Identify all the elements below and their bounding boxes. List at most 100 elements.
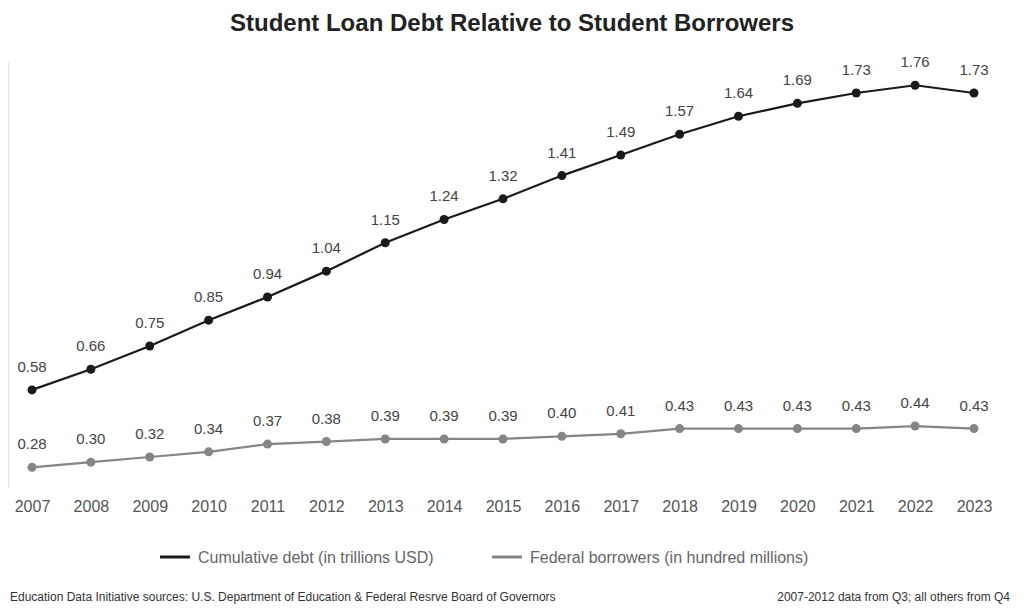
- x-tick: 2012: [309, 488, 345, 515]
- point: [675, 130, 684, 139]
- x-tick-label: 2007: [15, 498, 51, 515]
- x-tick: 2017: [603, 488, 639, 515]
- x-tick: 2011: [251, 488, 286, 515]
- x-tick-label: 2018: [662, 498, 698, 515]
- x-axis-line: [33, 488, 975, 489]
- point: [86, 365, 95, 374]
- data-label: 0.39: [371, 407, 400, 424]
- x-axis: 2007 2008 2009 2010 2011 2012 2013 2014 2015 2016…: [15, 488, 993, 515]
- legend: Cumulative debt (in trillions USD) Federa…: [160, 549, 808, 566]
- data-label: 0.94: [253, 265, 282, 282]
- y-axis-line: [8, 63, 9, 489]
- x-tick: 2014: [427, 488, 463, 515]
- plot-area: [28, 81, 979, 472]
- x-tick: 2008: [74, 488, 110, 515]
- point: [970, 88, 979, 97]
- y-axis: [8, 63, 9, 489]
- data-label: 0.58: [17, 358, 46, 375]
- x-tick-label: 2020: [780, 498, 816, 515]
- data-label: 0.75: [135, 314, 164, 331]
- data-label: 1.24: [430, 187, 459, 204]
- data-label: 0.30: [76, 430, 105, 447]
- data-label: 0.32: [135, 425, 164, 442]
- annotation: Education Data Initiative sources: U.S. …: [10, 590, 556, 604]
- point: [911, 81, 920, 90]
- x-tick-label: 2014: [427, 498, 463, 515]
- data-label: 1.49: [606, 123, 635, 140]
- point: [970, 424, 979, 433]
- point: [381, 238, 390, 247]
- data-label: 1.73: [842, 61, 871, 78]
- point: [440, 215, 449, 224]
- data-label: 0.39: [430, 407, 459, 424]
- data-label: 0.38: [312, 410, 341, 427]
- data-label: 0.28: [17, 435, 46, 452]
- point: [86, 458, 95, 467]
- x-tick: 2022: [898, 488, 934, 515]
- point: [499, 434, 508, 443]
- data-label: 1.04: [312, 239, 341, 256]
- data-label: 0.43: [842, 397, 871, 414]
- x-tick-label: 2022: [898, 498, 934, 515]
- data-label: 0.43: [665, 397, 694, 414]
- point: [381, 434, 390, 443]
- point: [28, 463, 37, 472]
- data-label: 0.43: [959, 397, 988, 414]
- x-tick-label: 2012: [309, 498, 345, 515]
- x-tick: 2009: [132, 488, 168, 515]
- data-label: 0.85: [194, 288, 223, 305]
- point: [616, 150, 625, 159]
- data-label: 1.41: [547, 144, 576, 161]
- data-label: 1.76: [901, 53, 930, 70]
- data-label: 1.64: [724, 84, 753, 101]
- data-label: 1.69: [783, 71, 812, 88]
- x-tick: 2013: [368, 488, 404, 515]
- point: [322, 267, 331, 276]
- title: Student Loan Debt Relative to Student Bo…: [230, 9, 794, 36]
- point: [734, 112, 743, 121]
- point: [852, 424, 861, 433]
- point: [263, 292, 272, 301]
- point: [204, 447, 213, 456]
- data-label: 0.34: [194, 420, 223, 437]
- point: [852, 88, 861, 97]
- data-label: 1.15: [371, 211, 400, 228]
- series-line: [32, 426, 974, 467]
- legend-item: Cumulative debt (in trillions USD): [160, 549, 434, 566]
- x-tick-label: 2011: [251, 498, 286, 515]
- x-tick-label: 2016: [545, 498, 581, 515]
- data-label: 1.32: [488, 167, 517, 184]
- point: [499, 194, 508, 203]
- data-label: 1.73: [959, 61, 988, 78]
- x-tick: 2020: [780, 488, 816, 515]
- point: [263, 440, 272, 449]
- point: [145, 453, 154, 462]
- x-tick: 2021: [839, 488, 875, 515]
- x-tick-label: 2019: [721, 498, 757, 515]
- x-tick: 2010: [191, 488, 227, 515]
- point: [793, 424, 802, 433]
- point: [734, 424, 743, 433]
- data-label: 0.44: [901, 394, 930, 411]
- x-tick-label: 2013: [368, 498, 404, 515]
- x-tick-label: 2017: [603, 498, 639, 515]
- point: [616, 429, 625, 438]
- x-tick: 2023: [957, 488, 993, 515]
- point: [204, 316, 213, 325]
- annotation: 2007-2012 data from Q3; all others from …: [777, 590, 1010, 604]
- point: [793, 99, 802, 108]
- data-label: 1.57: [665, 102, 694, 119]
- x-tick-label: 2021: [839, 498, 875, 515]
- legend-swatch: [492, 556, 522, 559]
- legend-swatch: [160, 556, 190, 559]
- point: [675, 424, 684, 433]
- point: [322, 437, 331, 446]
- legend-label: Federal borrowers (in hundred millions): [530, 549, 808, 566]
- legend-item: Federal borrowers (in hundred millions): [492, 549, 808, 566]
- point: [145, 342, 154, 351]
- data-label: 0.43: [783, 397, 812, 414]
- x-tick-label: 2023: [957, 498, 993, 515]
- x-tick: 2019: [721, 488, 757, 515]
- x-tick: 2015: [486, 488, 522, 515]
- data-label: 0.43: [724, 397, 753, 414]
